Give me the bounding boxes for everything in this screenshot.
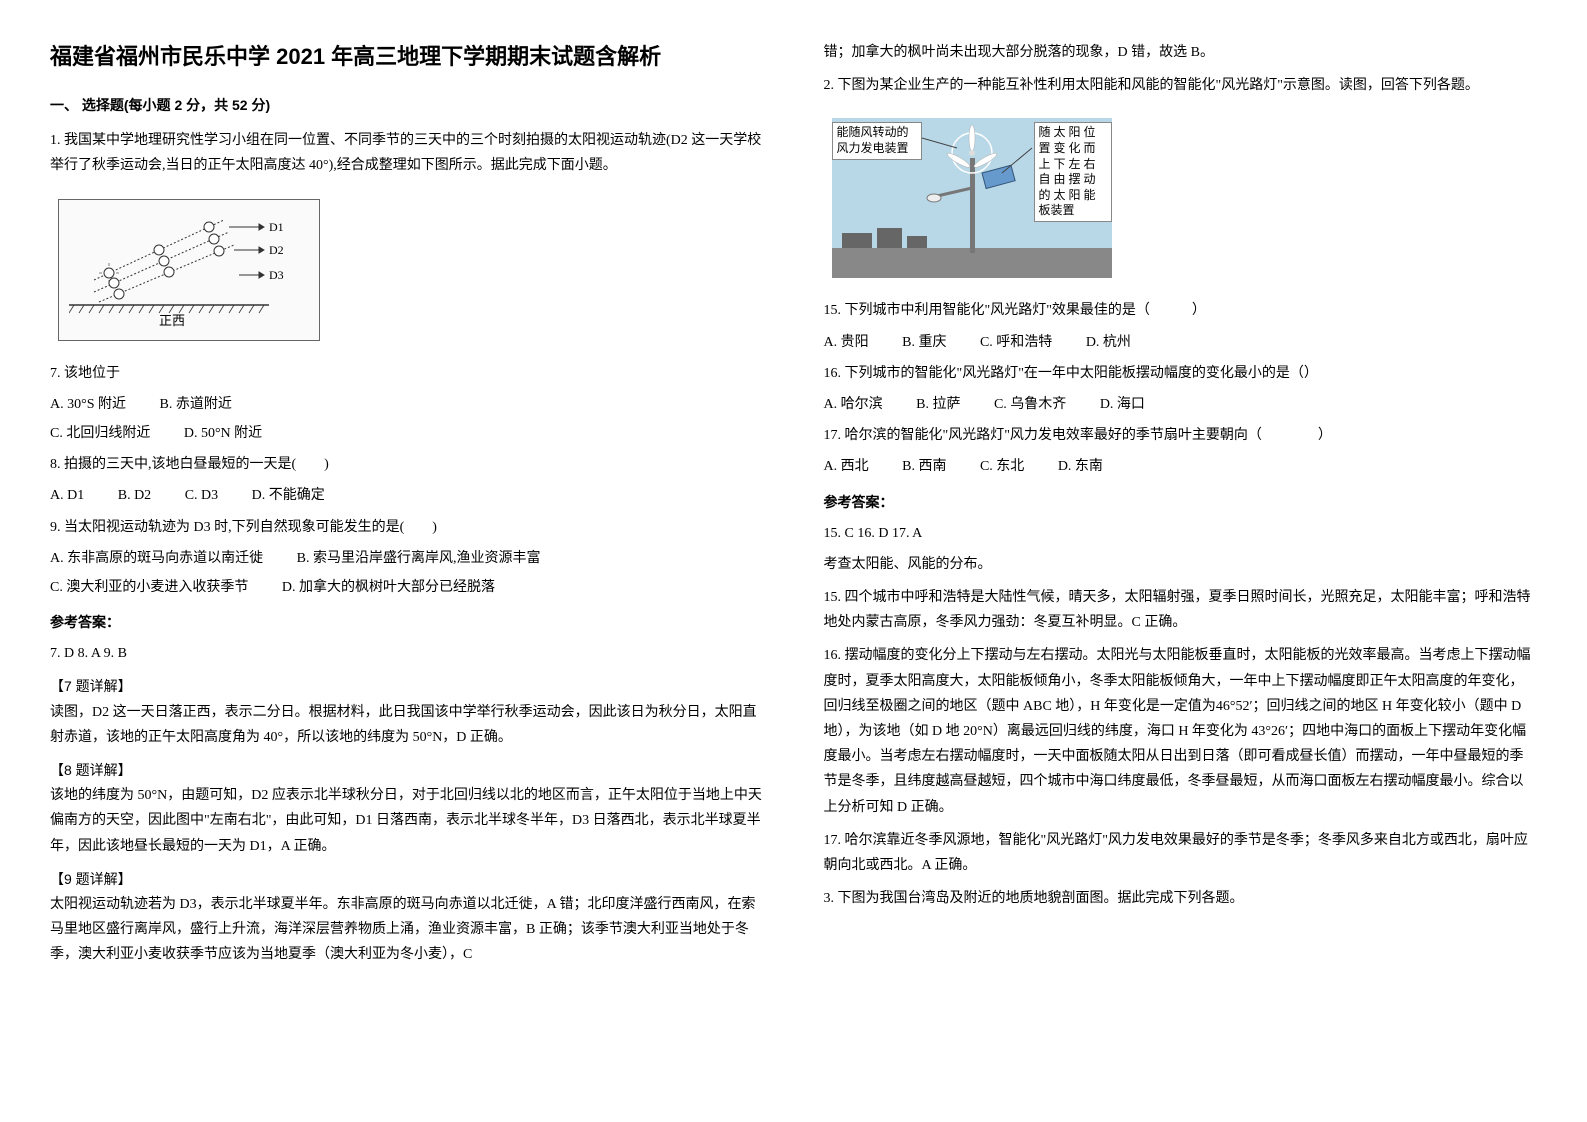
q2-sub17-B: B. 西南 bbox=[902, 454, 946, 479]
q1-sub7-B: B. 赤道附近 bbox=[160, 392, 232, 417]
q1-sub7-options: A. 30°S 附近 B. 赤道附近 bbox=[50, 392, 764, 417]
q1-answers: 7. D 8. A 9. B bbox=[50, 641, 764, 666]
q2-sub17-C: C. 东北 bbox=[980, 454, 1024, 479]
q1-diagram: D1 D2 D3 正西 bbox=[50, 191, 764, 349]
q1-detail7-text: 读图，D2 这一天日落正西，表示二分日。根据材料，此日我国该中学举行秋季运动会，… bbox=[50, 700, 764, 750]
q2-sub16-D: D. 海口 bbox=[1100, 392, 1145, 417]
d2-label: D2 bbox=[269, 243, 284, 257]
west-caption: 正西 bbox=[159, 313, 185, 328]
q1-sub7-A: A. 30°S 附近 bbox=[50, 392, 126, 417]
q1-sub8-A: A. D1 bbox=[50, 483, 84, 508]
q2-sub16-C: C. 乌鲁木齐 bbox=[994, 392, 1066, 417]
q1-sub9-options: A. 东非高原的斑马向赤道以南迁徙 B. 索马里沿岸盛行离岸风,渔业资源丰富 bbox=[50, 546, 764, 571]
q1-intro: 1. 我国某中学地理研究性学习小组在同一位置、不同季节的三天中的三个时刻拍摄的太… bbox=[50, 128, 764, 178]
q2-analysis-label: 考查太阳能、风能的分布。 bbox=[824, 552, 1538, 577]
q2-detail15: 15. 四个城市中呼和浩特是大陆性气候，晴天多，太阳辐射强，夏季日照时间长，光照… bbox=[824, 585, 1538, 635]
q1-detail7-label: 【7 题详解】 bbox=[50, 674, 764, 699]
d3-label: D3 bbox=[269, 268, 284, 282]
q2-sub17-D: D. 东南 bbox=[1058, 454, 1103, 479]
right-callout: 随 太 阳 位置 变 化 而上 下 左 右自 由 摆 动的 太 阳 能板装置 bbox=[1034, 122, 1112, 222]
q1-answer-label: 参考答案： bbox=[50, 610, 764, 635]
d1-label: D1 bbox=[269, 220, 284, 234]
q2-sub16-A: A. 哈尔滨 bbox=[824, 392, 883, 417]
q1-sub7-C: C. 北回归线附近 bbox=[50, 421, 150, 446]
q1-sub7-D: D. 50°N 附近 bbox=[184, 421, 262, 446]
q1-detail9-text: 太阳视运动轨迹若为 D3，表示北半球夏半年。东非高原的斑马向赤道以北迁徙，A 错… bbox=[50, 892, 764, 968]
q1-sub9-D: D. 加拿大的枫树叶大部分已经脱落 bbox=[282, 575, 495, 600]
q2-sub15-A: A. 贵阳 bbox=[824, 330, 869, 355]
q2-answer-label: 参考答案： bbox=[824, 490, 1538, 515]
q1-sub7-stem: 7. 该地位于 bbox=[50, 361, 764, 386]
q2-detail17: 17. 哈尔滨靠近冬季风源地，智能化"风光路灯"风力发电效果最好的季节是冬季；冬… bbox=[824, 828, 1538, 878]
left-callout: 能随风转动的风力发电装置 bbox=[832, 122, 922, 159]
q2-sub17-stem: 17. 哈尔滨的智能化"风光路灯"风力发电效率最好的季节扇叶主要朝向（ ） bbox=[824, 423, 1538, 448]
q2-sub17-A: A. 西北 bbox=[824, 454, 869, 479]
q1-sub9-stem: 9. 当太阳视运动轨迹为 D3 时,下列自然现象可能发生的是( ) bbox=[50, 515, 764, 540]
q1-sub7-options-2: C. 北回归线附近 D. 50°N 附近 bbox=[50, 421, 764, 446]
q2-sub16-options: A. 哈尔滨 B. 拉萨 C. 乌鲁木齐 D. 海口 bbox=[824, 392, 1538, 417]
q2-sub16-stem: 16. 下列城市的智能化"风光路灯"在一年中太阳能板摆动幅度的变化最小的是（） bbox=[824, 361, 1538, 386]
q1-sub9-options-2: C. 澳大利亚的小麦进入收获季节 D. 加拿大的枫树叶大部分已经脱落 bbox=[50, 575, 764, 600]
right-column: 错；加拿大的枫叶尚未出现大部分脱落的现象，D 错，故选 B。 2. 下图为某企业… bbox=[824, 40, 1538, 976]
q1-sub8-B: B. D2 bbox=[118, 483, 151, 508]
q2-sub15-B: B. 重庆 bbox=[902, 330, 946, 355]
page-title: 福建省福州市民乐中学 2021 年高三地理下学期期末试题含解析 bbox=[50, 40, 764, 73]
q1-sub8-D: D. 不能确定 bbox=[252, 483, 325, 508]
q2-diagram: 能随风转动的风力发电装置 随 太 阳 位置 变 化 而上 下 左 右自 由 摆 … bbox=[824, 110, 1538, 286]
q2-detail16: 16. 摆动幅度的变化分上下摆动与左右摆动。太阳光与太阳能板垂直时，太阳能板的光… bbox=[824, 643, 1538, 819]
q1-sub9-A: A. 东非高原的斑马向赤道以南迁徙 bbox=[50, 546, 263, 571]
q1-sub8-options: A. D1 B. D2 C. D3 D. 不能确定 bbox=[50, 483, 764, 508]
q3-intro: 3. 下图为我国台湾岛及附近的地质地貌剖面图。据此完成下列各题。 bbox=[824, 886, 1538, 911]
section-1-header: 一、 选择题(每小题 2 分，共 52 分) bbox=[50, 93, 764, 118]
q1-sub8-stem: 8. 拍摄的三天中,该地白昼最短的一天是( ) bbox=[50, 452, 764, 477]
streetlight-diagram: 能随风转动的风力发电装置 随 太 阳 位置 变 化 而上 下 左 右自 由 摆 … bbox=[832, 118, 1112, 278]
q1-sub9-C: C. 澳大利亚的小麦进入收获季节 bbox=[50, 575, 248, 600]
q2-intro: 2. 下图为某企业生产的一种能互补性利用太阳能和风能的智能化"风光路灯"示意图。… bbox=[824, 73, 1538, 98]
q2-answers: 15. C 16. D 17. A bbox=[824, 521, 1538, 546]
sun-trajectory-diagram: D1 D2 D3 正西 bbox=[69, 210, 309, 330]
q2-sub17-options: A. 西北 B. 西南 C. 东北 D. 东南 bbox=[824, 454, 1538, 479]
q2-sub15-stem: 15. 下列城市中利用智能化"风光路灯"效果最佳的是（ ） bbox=[824, 298, 1538, 323]
q2-sub15-options: A. 贵阳 B. 重庆 C. 呼和浩特 D. 杭州 bbox=[824, 330, 1538, 355]
col2-continuation: 错；加拿大的枫叶尚未出现大部分脱落的现象，D 错，故选 B。 bbox=[824, 40, 1538, 65]
q1-detail8-text: 该地的纬度为 50°N，由题可知，D2 应表示北半球秋分日，对于北回归线以北的地… bbox=[50, 783, 764, 859]
q2-sub15-D: D. 杭州 bbox=[1086, 330, 1131, 355]
q1-detail8-label: 【8 题详解】 bbox=[50, 758, 764, 783]
q2-sub15-C: C. 呼和浩特 bbox=[980, 330, 1052, 355]
q1-sub8-C: C. D3 bbox=[185, 483, 218, 508]
q1-sub9-B: B. 索马里沿岸盛行离岸风,渔业资源丰富 bbox=[297, 546, 541, 571]
q2-sub16-B: B. 拉萨 bbox=[916, 392, 960, 417]
q1-detail9-label: 【9 题详解】 bbox=[50, 867, 764, 892]
left-column: 福建省福州市民乐中学 2021 年高三地理下学期期末试题含解析 一、 选择题(每… bbox=[50, 40, 764, 976]
